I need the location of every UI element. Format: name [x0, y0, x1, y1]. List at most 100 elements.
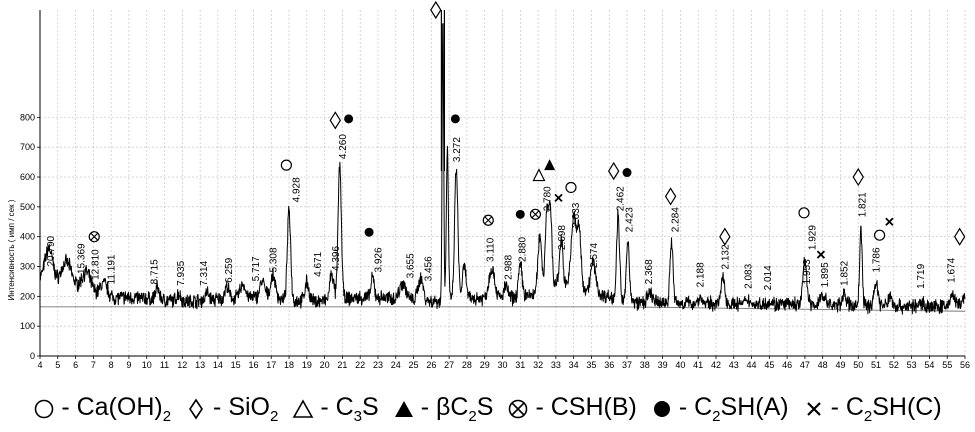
phase-marker-circle [280, 159, 292, 171]
d-spacing-label: 2.574 [589, 243, 600, 268]
x-tick-label: 6 [73, 360, 78, 370]
phase-marker-circle [874, 229, 886, 241]
x-tick-label: 42 [711, 360, 721, 370]
phase-marker-dot [622, 168, 632, 178]
phase-marker-dot [515, 209, 525, 219]
grid [39, 10, 966, 356]
d-spacing-label: 1.821 [857, 192, 868, 217]
d-spacing-label: 6.259 [224, 257, 235, 282]
d-spacing-label: 1.929 [808, 225, 819, 250]
x-tick-label: 24 [391, 360, 401, 370]
diffraction-pattern [39, 10, 966, 315]
series-line [39, 23, 966, 315]
x-tick-label: 4 [37, 360, 42, 370]
phase-marker-diamond [430, 0, 442, 20]
d-spacing-label: 5.308 [269, 247, 280, 272]
x-tick-labels: 4 5 6 7 8 9 10 11 12 13 14 15 16 17 18 19 20 21 22 23 24 25 26… [37, 356, 970, 370]
x-tick-label: 29 [480, 360, 490, 370]
x-tick-label: 12 [177, 360, 187, 370]
x-tick-label: 37 [622, 360, 632, 370]
x-tick-label: 55 [942, 360, 952, 370]
x-tick-label: 33 [551, 360, 561, 370]
legend-item-cshb: - CSH(B) [507, 393, 637, 425]
x-tick-label: 49 [835, 360, 845, 370]
phase-marker-dot [344, 114, 354, 124]
y-tick-label: 700 [20, 142, 35, 152]
phase-marker-x [885, 217, 894, 226]
filled-triangle-marker-icon [394, 401, 413, 417]
x-tick-label: 45 [764, 360, 774, 370]
phase-marker-diamond [953, 227, 966, 246]
x-tick-label: 54 [924, 360, 934, 370]
d-spacing-label: 1.719 [916, 263, 927, 288]
y-tick-label: 600 [20, 172, 35, 182]
phase-marker-circle [565, 181, 577, 194]
d-spacing-label: 11.191 [107, 254, 118, 284]
x-tick-label: 50 [853, 360, 863, 370]
x-tick-label: 10 [142, 360, 152, 370]
x-tick-label: 36 [604, 360, 614, 370]
x-tick-label: 52 [889, 360, 899, 370]
d-spacing-label: 4.396 [331, 246, 342, 271]
d-spacing-label: 12.810 [91, 249, 102, 280]
d-spacing-label: 1.953 [802, 259, 813, 284]
phase-marker-x [554, 193, 563, 203]
x-tick-label: 7 [91, 360, 96, 370]
phase-marker-diamond [719, 227, 731, 246]
circled-x-marker-icon [509, 399, 528, 419]
d-spacing-label: 8.715 [149, 259, 160, 284]
y-tick-label: 400 [20, 232, 35, 242]
d-spacing-label: 2.083 [744, 263, 755, 288]
x-marker-icon [806, 402, 821, 416]
d-spacing-label: 3.110 [486, 237, 497, 262]
x-tick-label: 23 [373, 360, 383, 370]
legend-label-c2sha: - C2SH(A) [678, 393, 789, 425]
d-spacing-label: 7.314 [199, 260, 210, 285]
x-tick-label: 13 [195, 360, 205, 370]
circle-marker-icon [35, 399, 54, 419]
d-spacing-label: 2.368 [644, 259, 655, 284]
d-spacing-label: 1.674 [946, 257, 957, 282]
x-tick-label: 8 [109, 360, 114, 370]
x-tick-label: 5 [55, 360, 60, 370]
d-spacing-label: 2.132 [720, 244, 731, 269]
d-spacing-label: 2.462 [616, 186, 627, 211]
x-tick-label: 16 [248, 360, 258, 370]
x-tick-label: 48 [818, 360, 828, 370]
triangle-marker-icon [292, 399, 314, 418]
phase-marker-circle [798, 207, 810, 219]
x-tick-label: 41 [693, 360, 703, 370]
x-tick-label: 32 [533, 360, 543, 370]
x-tick-label: 21 [337, 360, 347, 370]
phase-marker-diamond [329, 111, 341, 130]
d-spacing-label: 2.188 [696, 262, 707, 287]
phase-marker-dot [450, 114, 460, 124]
x-tick-label: 11 [160, 360, 169, 370]
x-tick-label: 31 [515, 360, 525, 370]
y-tick-label: 300 [20, 262, 35, 272]
d-spacing-label: 7.935 [176, 260, 187, 285]
x-tick-label: 51 [871, 360, 881, 370]
y-axis-label: Интенсивность ( имп / сек ) [7, 199, 16, 300]
x-tick-label: 20 [320, 360, 330, 370]
x-tick-label: 19 [302, 360, 312, 370]
legend-label-cshb: - CSH(B) [535, 393, 637, 421]
legend-label-sio2: - SiO2 [213, 393, 279, 425]
x-tick-label: 9 [126, 360, 131, 370]
d-spacing-label: 2.284 [671, 207, 682, 232]
filled-dot-marker-icon [653, 401, 670, 417]
d-spacing-label: 1.786 [872, 247, 883, 272]
legend-item-c2sha: - C2SH(A) [651, 393, 789, 425]
x-tick-label: 27 [444, 360, 454, 370]
y-tick-label: 0 [30, 351, 35, 361]
phase-marker-diamond [852, 167, 864, 187]
d-spacing-label: 2.780 [543, 186, 554, 211]
d-spacing-label: 2.988 [503, 254, 514, 279]
legend: - Ca(OH)2 - SiO2 - C3S - βC2S - CSH(B) -… [0, 386, 975, 432]
x-tick-label: 28 [462, 360, 472, 370]
x-tick-label: 30 [497, 360, 507, 370]
phase-marker-triangle-filled [544, 159, 556, 171]
phase-marker-diamond [607, 161, 620, 181]
legend-item-c3s: - C3S [292, 393, 379, 425]
d-spacing-label: 15.369 [77, 243, 88, 274]
